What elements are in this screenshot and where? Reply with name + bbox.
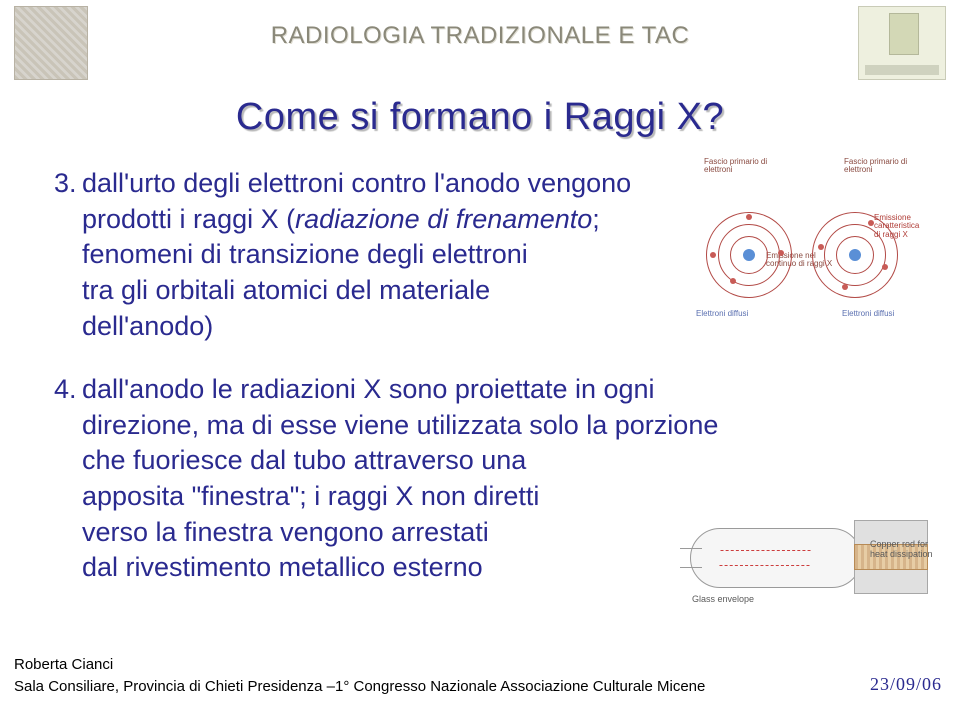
slide-date: 23/09/06 — [870, 674, 942, 695]
bullet-text: direzione, ma di esse viene utilizzata s… — [82, 410, 718, 440]
diagram-caption: Fascio primario di elettroni — [704, 158, 774, 175]
footer: Roberta Cianci Sala Consiliare, Provinci… — [0, 647, 960, 703]
diagram-caption: Fascio primario di elettroni — [844, 158, 914, 175]
bullet-text: dell'anodo) — [82, 311, 213, 341]
diagram-caption: Glass envelope — [692, 594, 754, 604]
bullet-text: ; — [592, 204, 600, 234]
atom-icon — [812, 212, 898, 298]
bullet-text-italic: radiazione di frenamento — [295, 204, 592, 234]
bullet-text: verso la finestra vengono arrestati — [82, 517, 489, 547]
presentation-header: RADIOLOGIA TRADIZIONALE E TAC — [0, 22, 960, 50]
bullet-text: che fuoriesce dal tubo attraverso una — [82, 445, 526, 475]
tube-cathode-icon — [680, 548, 702, 568]
bullet-text: prodotti i raggi X ( — [82, 204, 295, 234]
diagram-caption: Elettroni diffusi — [696, 310, 756, 318]
xray-tube-diagram: Glass envelope Copper rod for heat dissi… — [680, 494, 942, 614]
author-name: Roberta Cianci — [14, 656, 113, 673]
bullet-text: dal rivestimento metallico esterno — [82, 552, 483, 582]
atom-icon — [706, 212, 792, 298]
bullet-text: dall'urto degli elettroni contro l'anodo… — [82, 168, 631, 198]
bullet-number: 4. — [54, 372, 82, 408]
bullet-text: apposita "finestra"; i raggi X non diret… — [82, 481, 539, 511]
diagram-caption: Elettroni diffusi — [842, 310, 912, 318]
tube-beam-icon — [719, 550, 810, 566]
bullet-text: dall'anodo le radiazioni X sono proietta… — [82, 374, 655, 404]
bullet-3: 3.dall'urto degli elettroni contro l'ano… — [54, 166, 660, 344]
slide: RADIOLOGIA TRADIZIONALE E TAC Come si fo… — [0, 0, 960, 703]
bullet-text: tra gli orbitali atomici del materiale — [82, 275, 490, 305]
bullet-text: fenomeni di transizione degli elettroni — [82, 239, 528, 269]
venue-line: Sala Consiliare, Provincia di Chieti Pre… — [14, 678, 705, 695]
diagram-caption: Copper rod for heat dissipation — [870, 540, 942, 560]
slide-title: Come si formano i Raggi X? — [0, 96, 960, 139]
bullet-number: 3. — [54, 166, 82, 202]
atomic-emission-diagram: Fascio primario di elettroni Fascio prim… — [684, 150, 922, 360]
